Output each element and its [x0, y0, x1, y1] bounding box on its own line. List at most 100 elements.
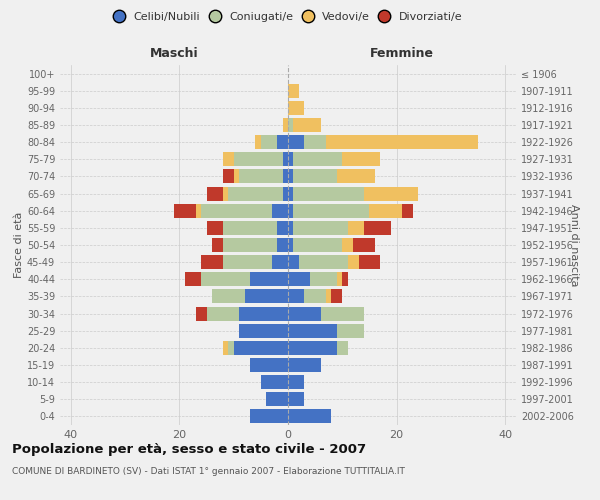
- Bar: [402, 204, 413, 218]
- Bar: [239, 306, 288, 320]
- Bar: [288, 272, 310, 286]
- Bar: [304, 290, 326, 304]
- Bar: [239, 170, 283, 183]
- Bar: [288, 84, 299, 98]
- Bar: [342, 238, 353, 252]
- Bar: [277, 135, 288, 149]
- Bar: [348, 255, 359, 269]
- Bar: [370, 204, 402, 218]
- Bar: [277, 238, 288, 252]
- Bar: [326, 290, 331, 304]
- Bar: [288, 375, 304, 389]
- Bar: [261, 375, 288, 389]
- Bar: [223, 170, 234, 183]
- Bar: [293, 238, 342, 252]
- Bar: [293, 152, 342, 166]
- Bar: [326, 135, 478, 149]
- Bar: [206, 186, 223, 200]
- Bar: [288, 101, 304, 115]
- Bar: [337, 341, 348, 355]
- Bar: [320, 306, 364, 320]
- Bar: [288, 135, 304, 149]
- Bar: [337, 272, 342, 286]
- Bar: [288, 186, 293, 200]
- Bar: [288, 152, 293, 166]
- Y-axis label: Fasce di età: Fasce di età: [14, 212, 24, 278]
- Bar: [223, 221, 277, 235]
- Bar: [206, 221, 223, 235]
- Bar: [359, 255, 380, 269]
- Bar: [288, 290, 304, 304]
- Bar: [201, 255, 223, 269]
- Bar: [250, 272, 288, 286]
- Bar: [201, 272, 250, 286]
- Legend: Celibi/Nubili, Coniugati/e, Vedovi/e, Divorziati/e: Celibi/Nubili, Coniugati/e, Vedovi/e, Di…: [110, 8, 466, 25]
- Bar: [223, 238, 277, 252]
- Bar: [223, 255, 272, 269]
- Bar: [234, 152, 283, 166]
- Bar: [288, 324, 337, 338]
- Bar: [288, 358, 320, 372]
- Bar: [288, 204, 293, 218]
- Bar: [293, 221, 348, 235]
- Bar: [293, 186, 364, 200]
- Bar: [196, 204, 201, 218]
- Bar: [212, 238, 223, 252]
- Bar: [288, 170, 293, 183]
- Bar: [293, 204, 370, 218]
- Text: Femmine: Femmine: [370, 47, 434, 60]
- Bar: [234, 341, 288, 355]
- Bar: [250, 410, 288, 424]
- Bar: [206, 306, 239, 320]
- Bar: [223, 152, 234, 166]
- Bar: [201, 204, 272, 218]
- Bar: [234, 170, 239, 183]
- Bar: [239, 324, 288, 338]
- Bar: [331, 290, 342, 304]
- Bar: [353, 238, 375, 252]
- Bar: [223, 186, 228, 200]
- Bar: [288, 341, 337, 355]
- Bar: [174, 204, 196, 218]
- Bar: [223, 341, 228, 355]
- Bar: [228, 186, 283, 200]
- Bar: [288, 306, 320, 320]
- Text: Popolazione per età, sesso e stato civile - 2007: Popolazione per età, sesso e stato civil…: [12, 442, 366, 456]
- Bar: [364, 221, 391, 235]
- Bar: [288, 238, 293, 252]
- Bar: [283, 118, 288, 132]
- Bar: [283, 170, 288, 183]
- Bar: [283, 152, 288, 166]
- Bar: [293, 170, 337, 183]
- Bar: [250, 358, 288, 372]
- Bar: [310, 272, 337, 286]
- Bar: [266, 392, 288, 406]
- Bar: [293, 118, 320, 132]
- Bar: [185, 272, 201, 286]
- Bar: [288, 118, 293, 132]
- Bar: [288, 255, 299, 269]
- Bar: [272, 204, 288, 218]
- Bar: [342, 152, 380, 166]
- Y-axis label: Anni di nascita: Anni di nascita: [569, 204, 579, 286]
- Bar: [277, 221, 288, 235]
- Bar: [272, 255, 288, 269]
- Bar: [299, 255, 348, 269]
- Bar: [337, 324, 364, 338]
- Text: Maschi: Maschi: [149, 47, 199, 60]
- Bar: [288, 221, 293, 235]
- Bar: [364, 186, 418, 200]
- Bar: [337, 170, 375, 183]
- Bar: [283, 186, 288, 200]
- Bar: [256, 135, 261, 149]
- Bar: [212, 290, 245, 304]
- Bar: [196, 306, 206, 320]
- Bar: [288, 410, 331, 424]
- Bar: [245, 290, 288, 304]
- Bar: [261, 135, 277, 149]
- Text: COMUNE DI BARDINETO (SV) - Dati ISTAT 1° gennaio 2007 - Elaborazione TUTTITALIA.: COMUNE DI BARDINETO (SV) - Dati ISTAT 1°…: [12, 468, 405, 476]
- Bar: [228, 341, 234, 355]
- Bar: [348, 221, 364, 235]
- Bar: [304, 135, 326, 149]
- Bar: [342, 272, 348, 286]
